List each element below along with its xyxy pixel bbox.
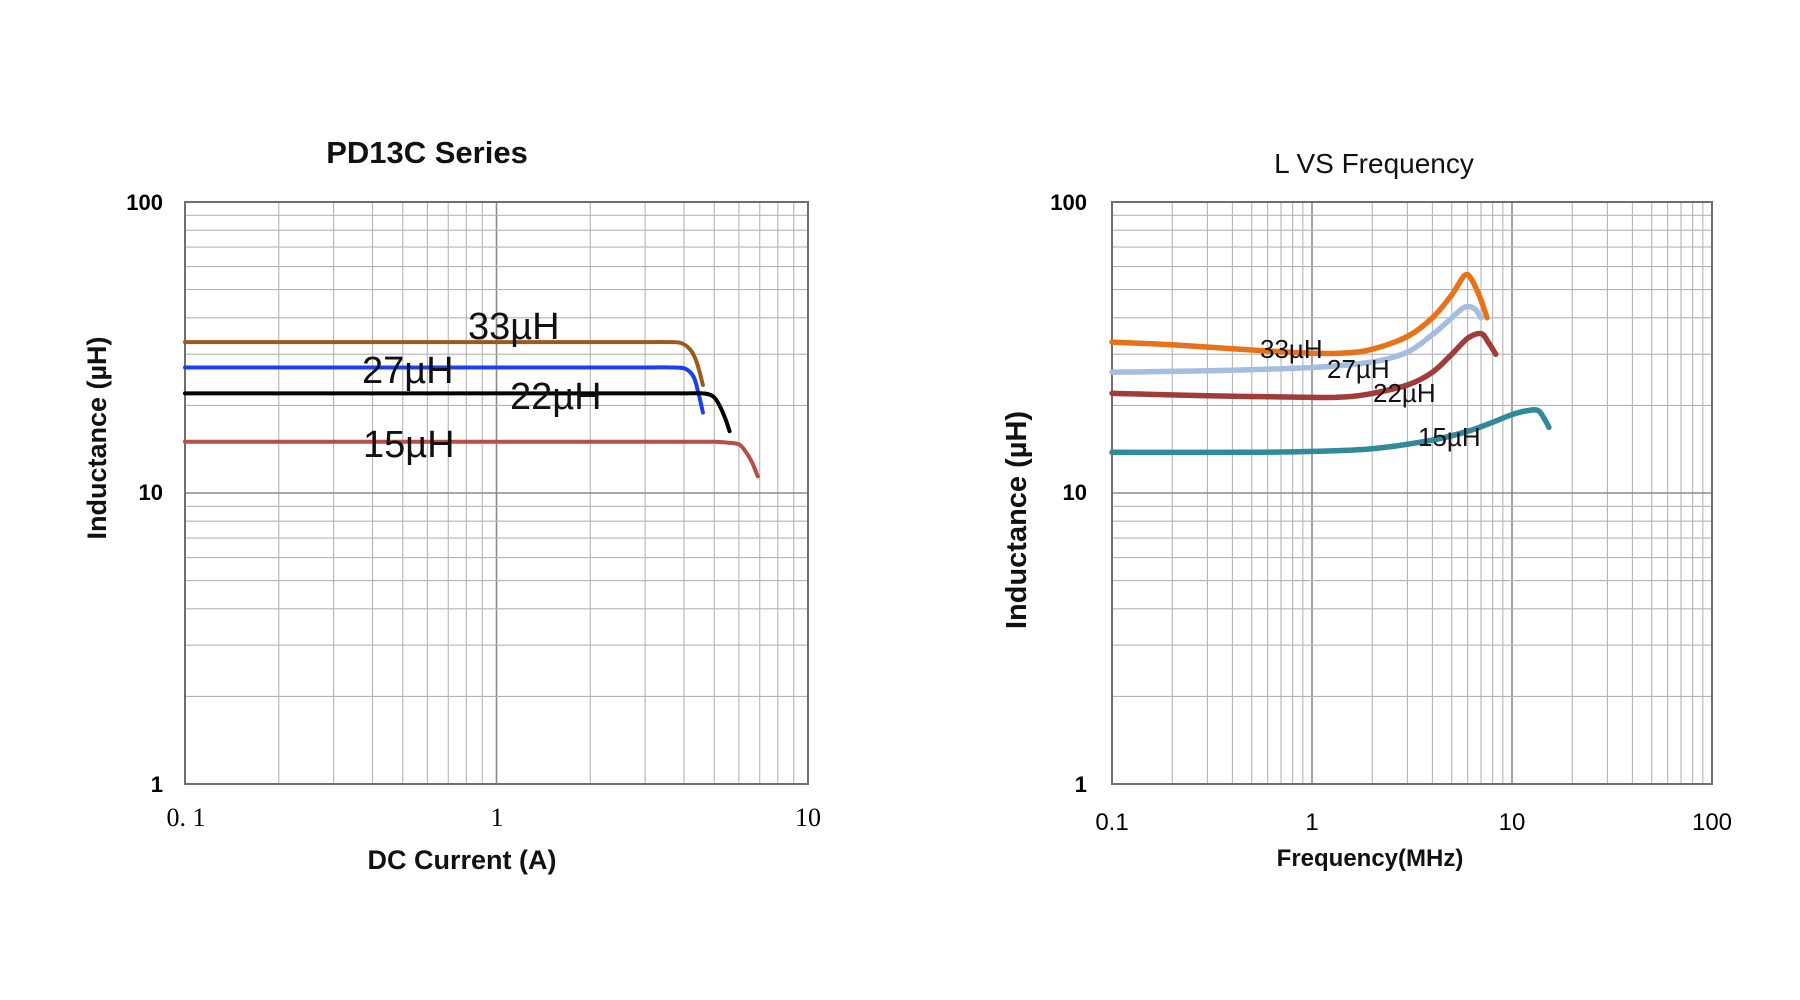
- chart2-x-tick-100: 100: [1692, 809, 1732, 836]
- chart1-y-axis-label: Inductance (µH): [82, 336, 112, 539]
- chart2-label-33uh: 33µH: [1260, 334, 1323, 364]
- chart2-x-tick-10: 10: [1499, 809, 1526, 836]
- chart2-grid: [1112, 202, 1712, 784]
- chart1-y-tick-1: 1: [151, 772, 163, 797]
- chart1-x-tick-1: 1: [491, 803, 504, 832]
- chart2-y-tick-1: 1: [1075, 772, 1087, 797]
- chart2-x-tick-0.1: 0.1: [1095, 809, 1128, 836]
- chart2-y-tick-100: 100: [1050, 190, 1087, 215]
- chart2-series-line-0: [1109, 271, 1490, 357]
- chart1-y-tick-100: 100: [126, 190, 163, 215]
- chart2-title: L VS Frequency: [1274, 148, 1474, 179]
- chart2-label-27uh: 27µH: [1327, 354, 1390, 384]
- chart2-y-tick-10: 10: [1063, 480, 1087, 505]
- chart1-label-27uh: 27µH: [362, 350, 454, 392]
- chart1-y-tick-10: 10: [139, 480, 163, 505]
- chart2-series-line-3: [1109, 407, 1552, 456]
- chart1-x-tick-10: 10: [795, 803, 821, 832]
- chart2-plot-frame: [1111, 201, 1713, 785]
- chart1-label-22uh: 22µH: [510, 376, 602, 418]
- chart2-label-22uh: 22µH: [1373, 378, 1436, 408]
- chart1-series-line-0: [183, 340, 705, 387]
- chart1-x-axis-label: DC Current (A): [368, 845, 557, 875]
- chart2-series: [1109, 271, 1552, 456]
- chart2-x-tick-1: 1: [1305, 809, 1318, 836]
- chart2-series-line-1: [1109, 303, 1484, 375]
- chart2-series-line-2: [1109, 330, 1499, 401]
- chart1-label-15uh: 15µH: [363, 424, 455, 466]
- chart1-series-line-2: [183, 391, 732, 434]
- chart2-label-15uh: 15µH: [1418, 422, 1481, 452]
- chart1-plot-frame: [184, 201, 809, 785]
- chart1-title: PD13C Series: [326, 135, 528, 170]
- frequency-chart: L VS Frequency 100 10 1 0.1 1 10 100 Fre…: [1001, 148, 1732, 872]
- chart2-y-axis-label: Inductance (µH): [1001, 411, 1033, 629]
- chart1-series: [183, 340, 760, 479]
- chart1-series-line-3: [183, 439, 760, 479]
- dc-current-chart: PD13C Series 100 10 1 0. 1 1 10 DC Curre…: [82, 135, 821, 875]
- chart2-x-axis-label: Frequency(MHz): [1277, 845, 1464, 872]
- chart1-grid: [185, 202, 808, 784]
- chart1-x-tick-0.1: 0. 1: [167, 803, 206, 832]
- chart1-series-line-1: [183, 365, 705, 415]
- chart1-label-33uh: 33µH: [468, 306, 560, 348]
